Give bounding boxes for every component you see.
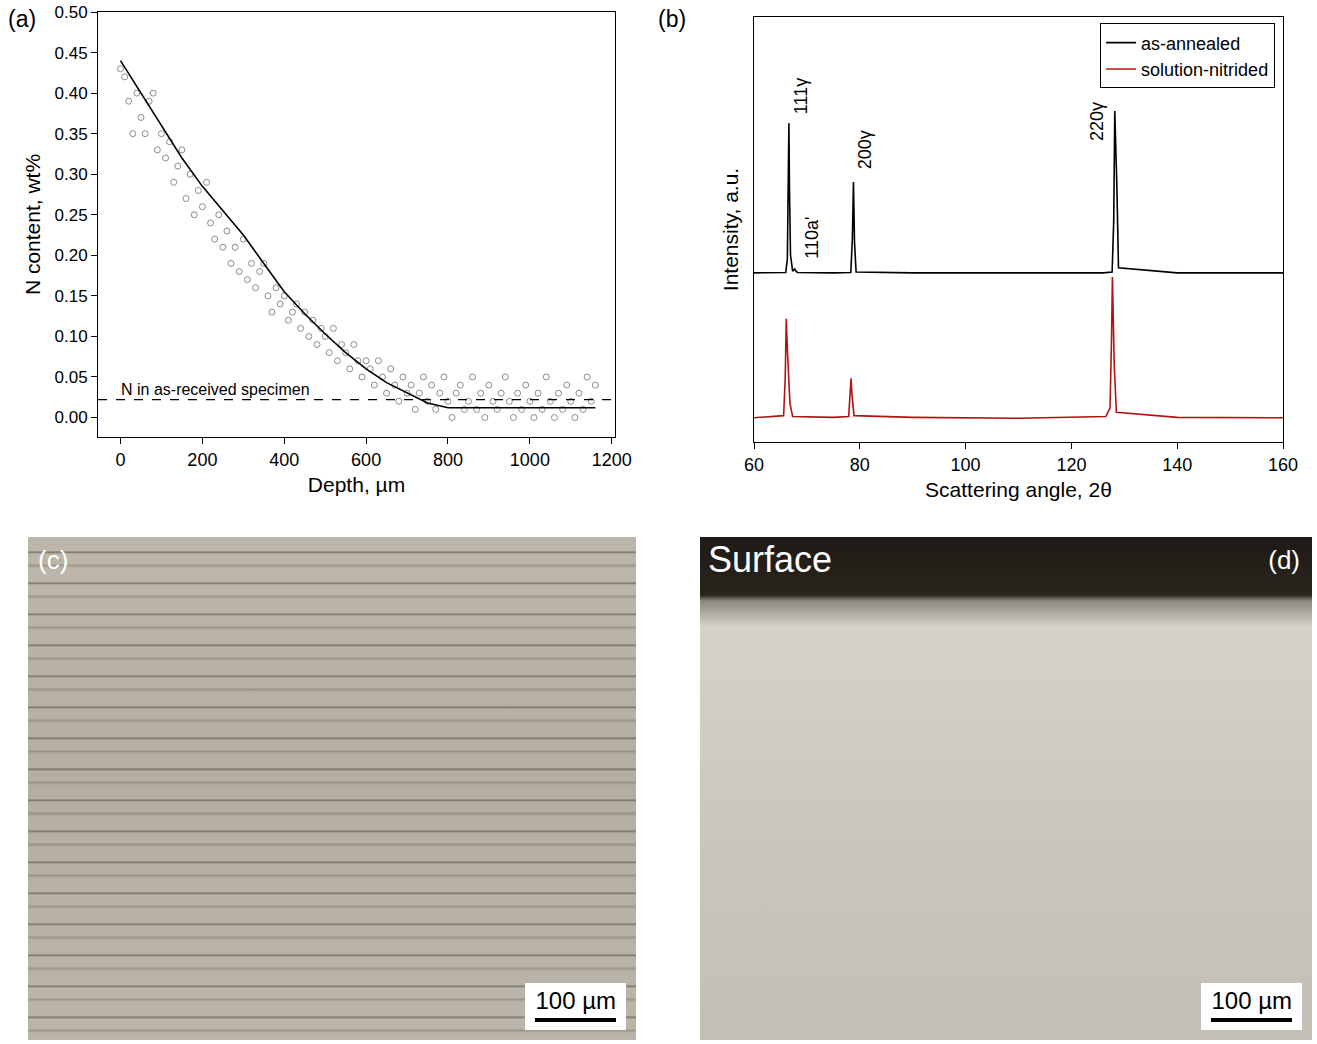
svg-text:140: 140 (1162, 455, 1192, 475)
svg-text:0.10: 0.10 (55, 327, 88, 346)
svg-text:1200: 1200 (592, 450, 632, 470)
html-text:(d): (d) (1268, 545, 1300, 575)
svg-text:N content, wt%: N content, wt% (21, 154, 44, 295)
svg-text:160: 160 (1268, 455, 1298, 475)
svg-text:120: 120 (1056, 455, 1086, 475)
svg-text:0: 0 (116, 450, 126, 470)
html-text:100 µm: 100 µm (535, 987, 616, 1014)
svg-text:100: 100 (951, 455, 981, 475)
svg-text:0.40: 0.40 (55, 84, 88, 103)
svg-text:0.30: 0.30 (55, 165, 88, 184)
svg-text:111γ: 111γ (791, 78, 811, 114)
svg-text:0.35: 0.35 (55, 125, 88, 144)
svg-text:80: 80 (850, 455, 870, 475)
svg-text:(a): (a) (8, 6, 36, 32)
svg-text:Intensity, a.u.: Intensity, a.u. (719, 168, 742, 291)
svg-text:0.15: 0.15 (55, 287, 88, 306)
svg-text:200: 200 (187, 450, 217, 470)
html-text:(c): (c) (38, 545, 69, 575)
svg-text:solution-nitrided: solution-nitrided (1141, 60, 1268, 80)
svg-text:400: 400 (269, 450, 299, 470)
svg-text:1000: 1000 (510, 450, 550, 470)
svg-text:N in as-received specimen: N in as-received specimen (121, 381, 310, 398)
html-text:100 µm: 100 µm (1211, 987, 1292, 1014)
svg-text:60: 60 (744, 455, 764, 475)
svg-text:as-annealed: as-annealed (1141, 34, 1240, 54)
svg-text:600: 600 (351, 450, 381, 470)
svg-text:0.45: 0.45 (55, 44, 88, 63)
svg-text:0.00: 0.00 (55, 408, 88, 427)
svg-text:Depth, µm: Depth, µm (308, 473, 405, 496)
svg-text:0.05: 0.05 (55, 368, 88, 387)
svg-text:800: 800 (433, 450, 463, 470)
svg-text:110a': 110a' (802, 217, 822, 259)
svg-text:0.50: 0.50 (55, 3, 88, 22)
svg-text:200γ: 200γ (855, 130, 875, 169)
html-text:Surface: Surface (708, 539, 833, 580)
svg-text:(b): (b) (658, 6, 686, 32)
svg-text:Scattering angle, 2θ: Scattering angle, 2θ (925, 478, 1112, 501)
svg-text:0.20: 0.20 (55, 246, 88, 265)
svg-text:220γ: 220γ (1087, 102, 1107, 141)
svg-text:0.25: 0.25 (55, 206, 88, 225)
